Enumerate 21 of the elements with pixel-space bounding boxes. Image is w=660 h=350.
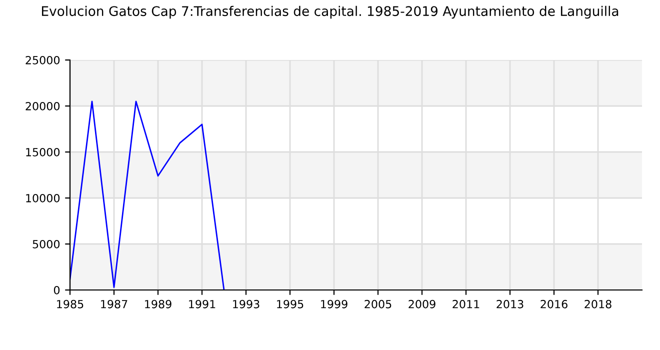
x-tick-label: 2011 bbox=[452, 300, 480, 308]
y-tick-label: 10000 bbox=[26, 194, 60, 202]
x-tick-label: 2016 bbox=[540, 300, 568, 308]
x-tick-label: 1993 bbox=[233, 300, 260, 308]
line-series bbox=[70, 100, 225, 290]
x-tick-label: 2013 bbox=[496, 300, 524, 308]
x-tick-label: 1989 bbox=[145, 300, 172, 308]
x-tick-label: 2009 bbox=[408, 300, 436, 308]
x-tick-label: 1985 bbox=[57, 300, 84, 308]
y-tick-label: 0 bbox=[54, 286, 60, 294]
x-tick-label: 1995 bbox=[277, 300, 304, 308]
y-tick-label: 15000 bbox=[26, 148, 60, 156]
y-tick-label: 20000 bbox=[26, 102, 60, 110]
x-tick-label: 1987 bbox=[101, 300, 128, 308]
x-tick-label: 1991 bbox=[189, 300, 216, 308]
chart-title: Evolucion Gatos Cap 7:Transferencias de capital. 1985-2019 Ayuntamiento de Languilla bbox=[42, 6, 618, 19]
y-tick-label: 5000 bbox=[32, 240, 60, 248]
x-tick-label: 2005 bbox=[364, 300, 392, 308]
y-tick-label: 25000 bbox=[26, 56, 60, 64]
x-tick-label: 2018 bbox=[584, 300, 612, 308]
x-tick-label: 1999 bbox=[321, 300, 348, 308]
